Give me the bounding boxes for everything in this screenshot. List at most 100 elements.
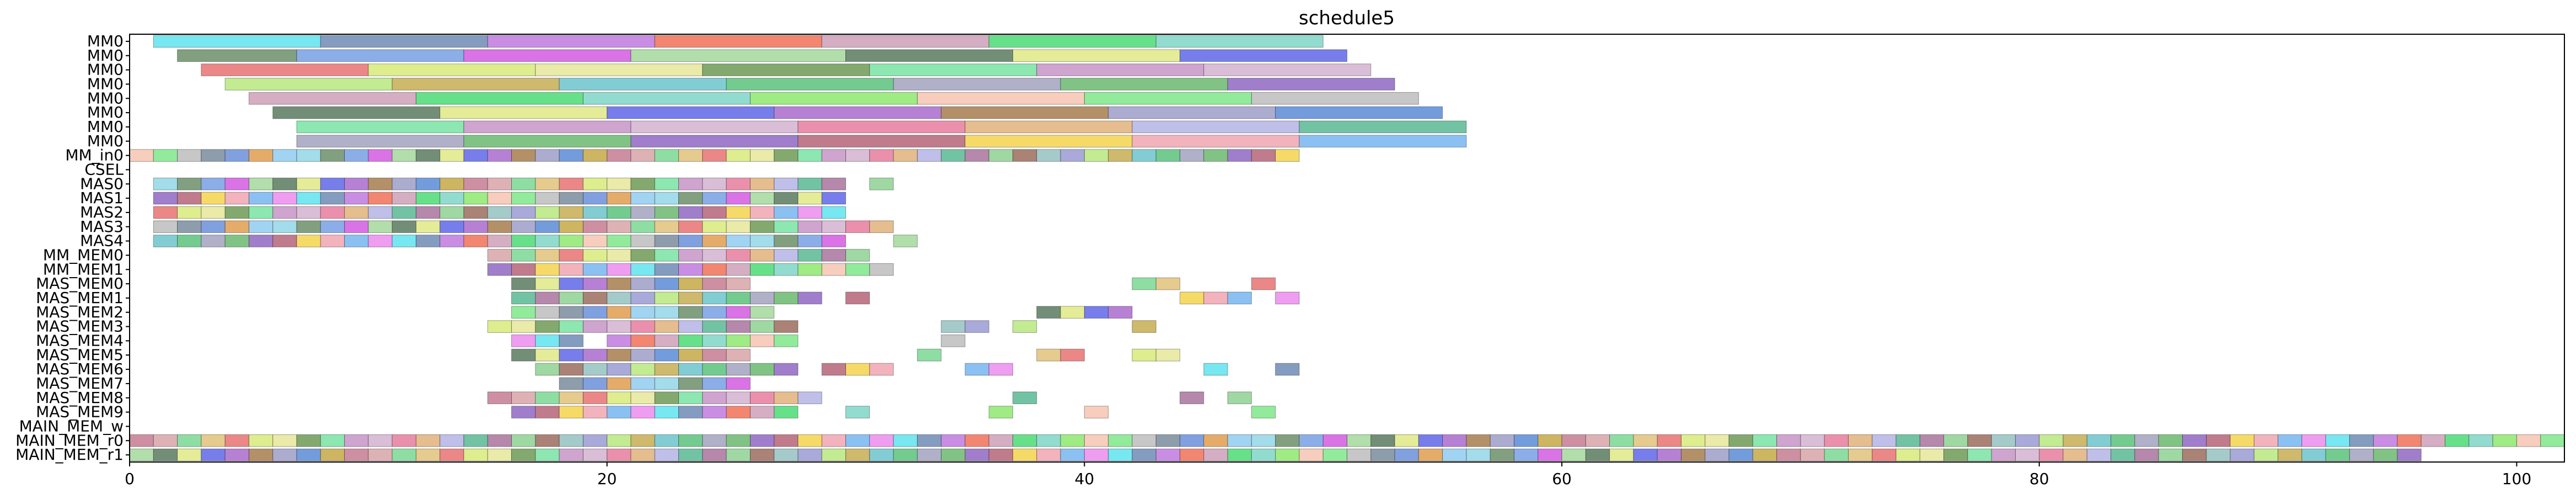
task-bar [941, 149, 966, 162]
task-bar [2039, 434, 2064, 447]
task-bar [535, 348, 560, 362]
task-bar [511, 192, 536, 205]
task-bar [535, 206, 560, 219]
task-bar [774, 263, 799, 276]
task-bar [1370, 434, 1395, 447]
task-bar [1466, 434, 1491, 447]
task-bar [654, 320, 679, 333]
task-bar [559, 448, 583, 461]
task-bar [2301, 434, 2326, 447]
task-bar [2420, 434, 2446, 447]
task-bar [630, 406, 655, 418]
task-bar [893, 448, 918, 461]
task-bar [1370, 448, 1395, 461]
task-bar [535, 249, 560, 262]
task-bar [511, 434, 536, 447]
task-bar [368, 206, 393, 219]
task-bar [559, 177, 583, 190]
task-bar [1108, 149, 1133, 162]
task-bar [2397, 434, 2422, 447]
task-bar [511, 177, 536, 190]
task-bar [869, 177, 894, 190]
task-bar [1991, 434, 2016, 447]
task-bar [487, 448, 512, 461]
task-bar [511, 277, 536, 290]
task-bar [487, 235, 512, 247]
task-bar [654, 177, 679, 190]
task-bar [702, 320, 727, 333]
task-bar [774, 235, 799, 247]
task-bar [821, 448, 847, 461]
task-bar [320, 434, 345, 447]
task-bar [941, 320, 966, 333]
task-bar [440, 192, 464, 205]
task-bar [487, 263, 512, 276]
task-bar [749, 335, 775, 347]
task-bar [1824, 448, 1849, 461]
task-bar [1203, 363, 1228, 376]
task-bar [726, 448, 751, 461]
task-bar [344, 448, 369, 461]
task-bar [487, 35, 655, 48]
task-bar [2111, 448, 2135, 461]
task-bar [726, 291, 751, 305]
task-bar [177, 235, 202, 247]
task-bar [559, 78, 727, 91]
task-bar [2349, 448, 2374, 461]
task-bar [582, 192, 608, 205]
task-bar [654, 206, 679, 219]
task-bar [582, 277, 608, 290]
task-bar [582, 206, 608, 219]
task-bar [821, 363, 847, 376]
task-bar [702, 377, 727, 390]
task-bar [1275, 106, 1443, 119]
task-bar [2278, 434, 2302, 447]
task-bar [177, 177, 202, 190]
task-bar [1705, 448, 1729, 461]
task-bar [1251, 277, 1276, 290]
task-bar [344, 206, 369, 219]
task-bar [487, 149, 512, 162]
task-bar [774, 249, 799, 262]
task-bar [845, 406, 870, 418]
task-bar [749, 363, 775, 376]
task-bar [726, 149, 751, 162]
task-bar [965, 120, 1133, 134]
task-bar [296, 120, 464, 134]
task-bar [344, 235, 369, 247]
task-bar [1132, 135, 1300, 148]
task-bar [1394, 434, 1419, 447]
task-bar [749, 291, 775, 305]
task-bar [582, 263, 608, 276]
task-bar [702, 434, 727, 447]
task-bar [749, 192, 775, 205]
task-bar [965, 320, 989, 333]
task-bar [630, 335, 655, 347]
task-bar [1872, 448, 1897, 461]
task-bar [1705, 434, 1729, 447]
task-bar [487, 192, 512, 205]
task-bar [463, 434, 488, 447]
task-bar [1943, 448, 1968, 461]
chart-title: schedule5 [1299, 7, 1395, 29]
task-bar [678, 335, 703, 347]
task-bar [607, 149, 631, 162]
task-bar [1132, 277, 1156, 290]
bars-layer [129, 35, 2565, 461]
task-bar [774, 149, 799, 162]
task-bar [678, 277, 703, 290]
task-bar [893, 149, 918, 162]
task-bar [272, 177, 297, 190]
task-bar [607, 406, 631, 418]
task-bar [726, 277, 751, 290]
y-tick-label: MAS_MEM3 [36, 317, 124, 336]
task-bar [797, 177, 822, 190]
task-bar [869, 363, 894, 376]
task-bar [917, 92, 1085, 105]
task-bar [582, 177, 608, 190]
task-bar [535, 149, 560, 162]
task-bar [1442, 434, 1467, 447]
task-bar [392, 448, 416, 461]
task-bar [1251, 406, 1276, 418]
task-bar [702, 249, 727, 262]
